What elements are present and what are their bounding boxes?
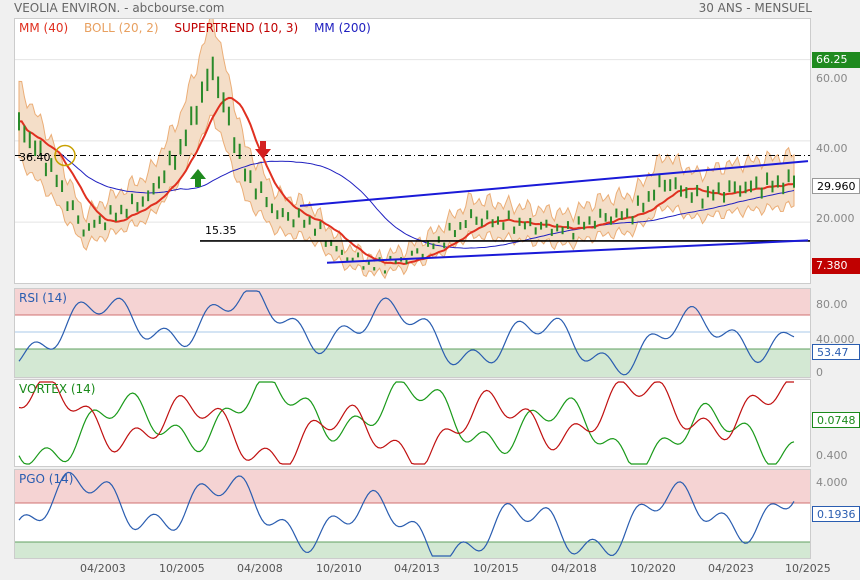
trend-upper-line: [299, 160, 809, 207]
rsi-title: RSI (14): [19, 291, 67, 305]
x-label-1: 10/2005: [159, 562, 205, 575]
pgo-tag: 0.1936: [812, 506, 860, 522]
rsi-chart: [15, 289, 810, 377]
level-label-2: 15.35: [205, 224, 237, 237]
rsi-tick-80: 80.00: [816, 298, 848, 311]
pgo-lower-zone: [15, 542, 810, 558]
pgo-chart: [15, 470, 810, 558]
x-label-8: 04/2023: [708, 562, 754, 575]
pgo-upper-zone: [15, 470, 810, 503]
vortex-tick: 0.400: [816, 449, 848, 462]
pgo-panel: PGO (14): [14, 469, 811, 559]
price-tick-60: 60.00: [816, 72, 848, 85]
vortex-minus-line: [18, 381, 794, 465]
x-label-9: 10/2025: [785, 562, 831, 575]
vortex-title: VORTEX (14): [19, 382, 96, 396]
rsi-tick-40: 40.000: [816, 333, 855, 346]
pgo-title: PGO (14): [19, 472, 74, 486]
legend-mm200: MM (200): [314, 21, 371, 35]
vortex-plus-line: [18, 381, 795, 465]
x-label-0: 04/2003: [80, 562, 126, 575]
rsi-panel: RSI (14): [14, 288, 811, 378]
x-label-5: 10/2015: [473, 562, 519, 575]
price-chart: [15, 19, 810, 280]
legend: MM (40) BOLL (20, 2) SUPERTREND (10, 3) …: [19, 21, 371, 35]
vortex-tag: 0.0748: [812, 412, 860, 428]
x-label-7: 10/2020: [630, 562, 676, 575]
price-panel: MM (40) BOLL (20, 2) SUPERTREND (10, 3) …: [14, 18, 811, 284]
vortex-panel: VORTEX (14): [14, 379, 811, 467]
trend-lower-line: [326, 239, 809, 264]
price-tag-low: 7.380: [812, 258, 860, 274]
sell-arrow: [255, 141, 271, 159]
pgo-line: [18, 471, 795, 557]
rsi-overbought-zone: [15, 289, 810, 315]
legend-mm40: MM (40): [19, 21, 69, 35]
legend-supertrend: SUPERTREND (10, 3): [174, 21, 299, 35]
level-label-1: 36.40: [19, 151, 51, 164]
price-tag-last: 29.960: [812, 178, 860, 194]
buy-arrow: [190, 169, 206, 187]
legend-boll: BOLL (20, 2): [83, 21, 159, 35]
price-tag-high: 66.25: [812, 52, 860, 68]
price-tick-20: 20.000: [816, 212, 855, 225]
price-tick-40: 40.00: [816, 142, 848, 155]
chart-title: VEOLIA ENVIRON. - abcbourse.com: [14, 1, 225, 15]
x-label-3: 10/2010: [316, 562, 362, 575]
rsi-oversold-zone: [15, 349, 810, 377]
chart-period: 30 ANS - MENSUEL: [698, 1, 812, 15]
pgo-tick: 4.000: [816, 476, 848, 489]
bollinger-band: [18, 19, 795, 280]
rsi-line: [18, 290, 795, 376]
highlight-circle: [54, 144, 76, 167]
x-label-4: 04/2013: [394, 562, 440, 575]
rsi-tick-0: 0: [816, 366, 823, 379]
x-label-2: 04/2008: [237, 562, 283, 575]
x-label-6: 04/2018: [551, 562, 597, 575]
rsi-tag: 53.47: [812, 344, 860, 360]
vortex-chart: [18, 381, 795, 465]
